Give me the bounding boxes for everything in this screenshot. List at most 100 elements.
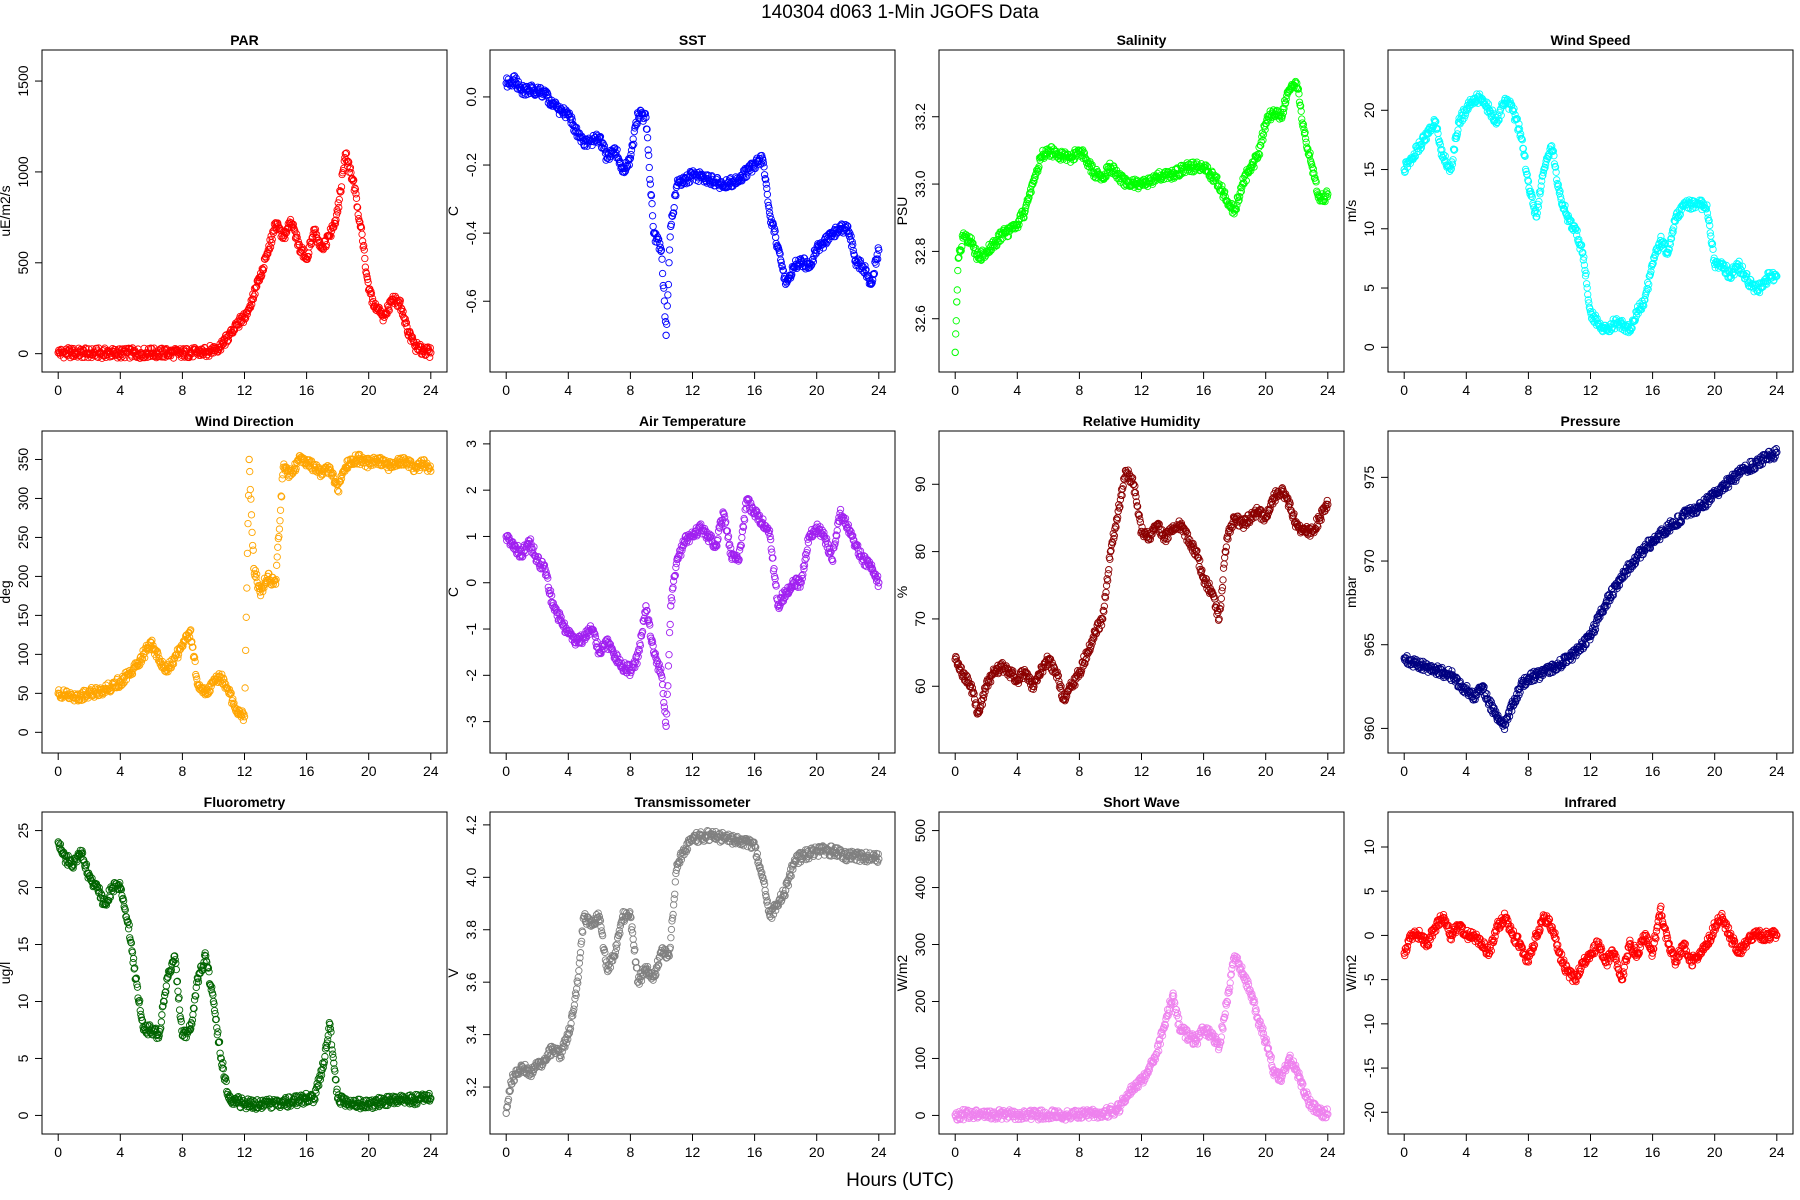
par-y-label: uE/m2/s: [0, 185, 13, 236]
sst-trace-point: [643, 125, 651, 133]
wind-speed-x-tick-label: 0: [1400, 382, 1408, 398]
sst-trace-point: [612, 149, 620, 157]
wind-direction-y-label: deg: [0, 580, 13, 603]
salinity-trace-point: [1019, 213, 1028, 221]
wind-speed-y-label: m/s: [1343, 200, 1359, 223]
salinity-trace-point: [1034, 167, 1042, 176]
sst-trace-point: [630, 140, 638, 148]
relative-humidity-y-tick-label: 70: [912, 611, 928, 627]
salinity-trace-point: [1100, 174, 1109, 182]
page-title: 140304 d063 1-Min JGOFS Data: [761, 2, 1039, 23]
par-trace-point: [248, 300, 256, 308]
par-x-tick-label: 16: [299, 382, 315, 398]
sst-trace-point: [646, 180, 655, 188]
relative-humidity-trace-point: [1217, 594, 1225, 603]
sst-trace-point: [807, 262, 815, 270]
sst-trace-point: [778, 262, 786, 271]
salinity-x-tick-label: 0: [951, 382, 959, 398]
par-trace-point: [358, 230, 366, 238]
par-trace-point: [245, 304, 254, 312]
salinity-trace-point: [1032, 169, 1040, 178]
sst-trace-point: [788, 271, 796, 279]
par-data-point: [310, 226, 319, 234]
par-trace-point: [426, 353, 434, 361]
sst-trace-point: [649, 222, 657, 231]
sst-trace-point: [768, 220, 776, 228]
salinity-trace-point: [1020, 209, 1029, 217]
sst-trace-point: [872, 260, 880, 268]
par-trace-point: [351, 185, 360, 193]
wind-direction-y-tick-label: 250: [15, 526, 31, 550]
sst-trace-point: [670, 204, 678, 212]
sst-trace-point: [660, 284, 668, 292]
par-trace-point: [261, 255, 269, 263]
wind-direction-y-tick-label: 150: [15, 603, 31, 627]
sst-x-tick-label: 24: [871, 382, 887, 398]
sst-trace-point: [778, 261, 786, 270]
sst-trace-point: [613, 146, 621, 154]
sst-trace-point: [665, 259, 673, 267]
sst-y-tick-label: -0.2: [463, 153, 479, 177]
par-trace-point: [369, 297, 377, 306]
salinity-trace-point: [1019, 210, 1027, 218]
par-trace-point: [331, 220, 340, 228]
sst-trace-point: [763, 190, 772, 199]
air-temperature-y-tick-label: 1: [463, 532, 479, 540]
salinity-trace-point: [954, 266, 962, 275]
wind-direction-trace-point: [242, 646, 250, 655]
par-x-tick-label: 20: [361, 382, 377, 398]
sst-trace-point: [625, 161, 633, 169]
wind-direction-trace-point: [243, 549, 252, 558]
sst-data-point: [662, 331, 670, 339]
air-temperature-trace-point: [666, 620, 674, 629]
relative-humidity-y-tick-label: 90: [912, 476, 928, 492]
wind-direction-trace-point: [246, 467, 254, 476]
sst-trace-point: [639, 117, 647, 125]
par-trace-point: [268, 239, 276, 247]
sst-trace-point: [648, 212, 657, 220]
sst-trace-point: [641, 109, 650, 118]
par-trace-point: [304, 252, 312, 261]
sst-trace-point: [760, 171, 769, 179]
relative-humidity-trace-point: [1105, 566, 1113, 574]
sst-trace-point: [874, 244, 882, 252]
par-trace-point: [332, 216, 340, 224]
par-trace-point: [235, 323, 243, 331]
wind-speed-trace: [1401, 90, 1780, 337]
sst-title: SST: [679, 32, 707, 48]
relative-humidity-x-tick-label: 12: [1134, 763, 1150, 779]
par-trace-point: [250, 284, 259, 293]
air-temperature-trace-point: [663, 690, 671, 698]
wind-direction-trace-point: [244, 491, 253, 500]
sst-trace-point: [779, 266, 787, 274]
wind-speed-title: Wind Speed: [1551, 32, 1631, 48]
pressure-x-tick-label: 20: [1707, 763, 1723, 779]
sst-y-tick-label: -0.6: [463, 289, 479, 313]
sst-y-tick-label: -0.4: [463, 221, 479, 245]
par-trace-point: [353, 203, 362, 212]
air-temperature-x-tick-label: 24: [871, 763, 887, 779]
par-trace-point: [219, 340, 228, 348]
wind-speed-trace-point: [1645, 280, 1653, 289]
salinity-trace-point: [956, 246, 965, 254]
relative-humidity-x-tick-label: 4: [1013, 763, 1021, 779]
pressure-title: Pressure: [1561, 413, 1621, 429]
par-trace-point: [217, 346, 225, 354]
wind-direction-trace-point: [242, 613, 250, 621]
air-temperature-trace-point: [665, 651, 673, 659]
sst-trace-point: [759, 156, 767, 164]
par-trace-point: [402, 319, 411, 327]
par-trace-point: [241, 314, 250, 322]
wind-direction-trace: [55, 450, 434, 725]
wind-speed-trace-point: [1454, 126, 1462, 134]
sst-x-tick-label: 16: [747, 382, 763, 398]
relative-humidity-title: Relative Humidity: [1083, 413, 1201, 429]
sst-trace-point: [849, 240, 857, 249]
sst-trace-point: [627, 150, 635, 159]
salinity-trace-point: [1193, 158, 1201, 166]
par-y-tick-label: 1000: [15, 156, 31, 187]
par-trace-point: [282, 229, 290, 237]
air-temperature-trace-point: [665, 628, 674, 637]
